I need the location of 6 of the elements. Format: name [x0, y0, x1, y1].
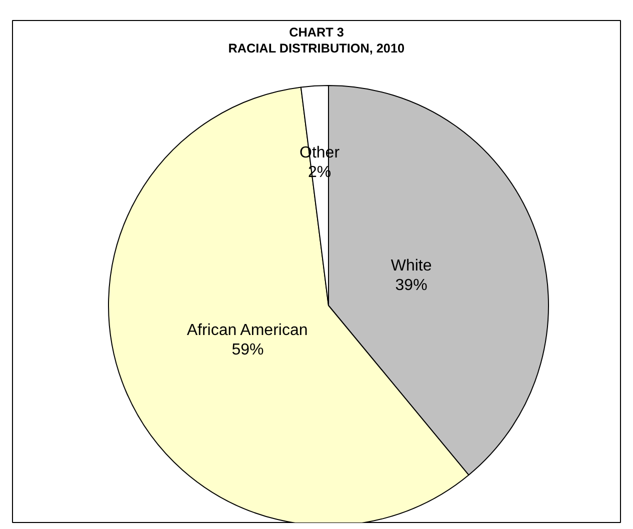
slice-label: African American — [186, 322, 308, 340]
chart-subtitle: RACIAL DISTRIBUTION, 2010 — [228, 42, 405, 56]
chart-title: CHART 3 — [289, 26, 344, 40]
data-label: 59% — [232, 342, 264, 359]
data-label: 39% — [395, 276, 428, 294]
slice-label: White — [390, 257, 432, 274]
